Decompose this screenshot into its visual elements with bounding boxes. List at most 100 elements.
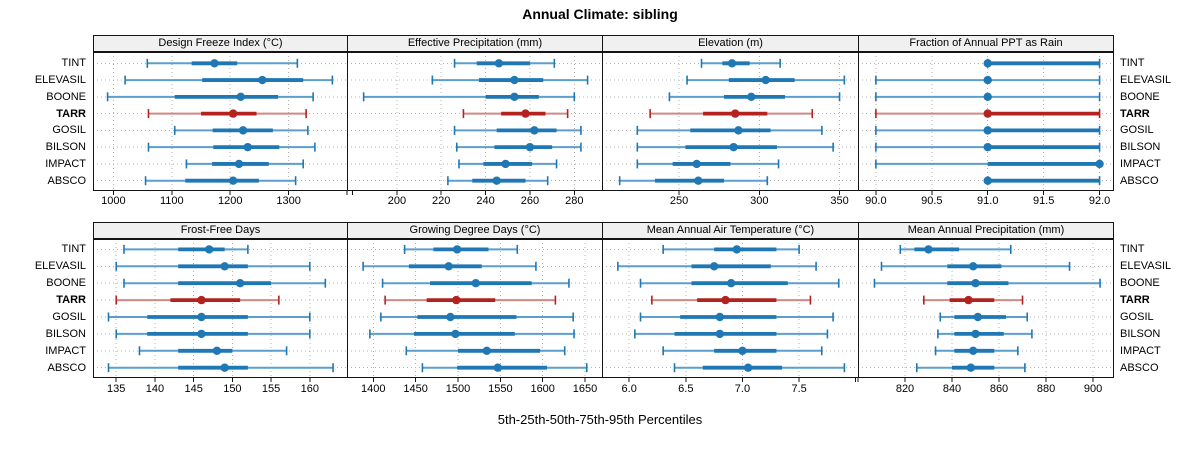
panel-border	[601, 238, 860, 379]
median-dot	[510, 92, 519, 102]
site-label-left-impact: IMPACT	[45, 344, 86, 357]
site-label-right-boone: BOONE	[1120, 90, 1160, 103]
median-dot	[238, 126, 248, 135]
x-tick-label: 280	[565, 195, 584, 207]
x-axis-caption: 5th-25th-50th-75th-95th Percentiles	[497, 412, 703, 427]
site-label-left-gosil: GOSIL	[52, 311, 86, 323]
panel-border	[92, 51, 349, 192]
median-dot	[452, 245, 462, 254]
median-dot	[197, 329, 206, 339]
median-dot	[212, 346, 222, 355]
panel-border	[346, 238, 604, 379]
median-dot	[747, 92, 756, 102]
median-dot	[493, 363, 502, 372]
median-dot	[236, 92, 245, 102]
median-dot	[924, 245, 933, 254]
panel-border	[92, 238, 349, 379]
x-tick-label: 350	[830, 195, 849, 207]
site-label-right-gosil: GOSIL	[1120, 311, 1154, 323]
site-label-left-tint: TINT	[61, 57, 86, 70]
panel-header: Mean Annual Precipitation (mm)	[858, 222, 1114, 239]
site-label-left-impact: IMPACT	[45, 157, 86, 170]
x-tick-label: 6.0	[621, 383, 637, 395]
median-dot	[968, 262, 978, 271]
panel-header: Growing Degree Days (°C)	[347, 222, 603, 239]
median-dot	[220, 262, 229, 271]
median-dot	[983, 126, 992, 135]
median-dot	[734, 126, 743, 135]
median-dot	[709, 262, 719, 271]
site-label-left-tarr: TARR	[56, 107, 86, 120]
median-dot	[743, 363, 753, 372]
median-dot	[715, 329, 725, 339]
site-label-right-bilson: BILSON	[1120, 327, 1161, 340]
site-label-right-tint: TINT	[1120, 243, 1145, 256]
site-label-right-elevasil: ELEVASIL	[1120, 74, 1172, 87]
panel-header: Frost-Free Days	[93, 222, 348, 239]
site-label-left-bilson: BILSON	[45, 327, 86, 340]
panel-header: Design Freeze Index (°C)	[93, 35, 348, 52]
median-dot	[501, 159, 510, 169]
site-label-right-tarr: TARR	[1120, 107, 1150, 120]
panel-header: Mean Annual Air Temperature (°C)	[602, 222, 859, 239]
median-dot	[235, 279, 245, 288]
x-tick-label: 90.5	[921, 195, 943, 207]
site-label-left-gosil: GOSIL	[52, 124, 86, 137]
median-dot	[729, 142, 738, 152]
median-dot	[983, 75, 992, 85]
median-dot	[197, 312, 206, 322]
median-dot	[964, 295, 973, 305]
median-dot	[732, 245, 741, 254]
x-tick-label: 1200	[217, 195, 243, 207]
x-tick-label: 92.0	[1088, 195, 1111, 207]
median-dot	[983, 109, 992, 118]
x-tick-label: 6.5	[678, 383, 694, 395]
median-dot	[971, 329, 980, 339]
site-label-left-bilson: BILSON	[45, 141, 86, 154]
panel-border	[601, 51, 860, 192]
median-dot	[761, 75, 770, 85]
median-dot	[204, 245, 214, 254]
site-label-right-absco: ABSCO	[1120, 174, 1159, 187]
median-dot	[210, 59, 219, 68]
x-tick-label: 1600	[530, 383, 555, 395]
median-dot	[220, 363, 229, 372]
median-dot	[731, 109, 740, 118]
panel-border	[857, 51, 1115, 192]
median-dot	[494, 59, 504, 68]
x-tick-label: 1550	[488, 383, 513, 395]
x-tick-label: 1000	[101, 195, 126, 207]
site-label-left-elevasil: ELEVASIL	[34, 260, 86, 273]
panel-border	[346, 51, 604, 192]
site-label-right-impact: IMPACT	[1120, 157, 1161, 170]
x-tick-label: 145	[184, 383, 203, 395]
median-dot	[451, 329, 460, 339]
x-tick-label: 820	[895, 383, 915, 395]
median-dot	[525, 142, 535, 152]
x-tick-label: 1400	[361, 383, 386, 395]
x-tick-label: 155	[261, 383, 281, 395]
x-tick-label: 91.5	[1032, 195, 1055, 207]
panel-border	[857, 238, 1115, 379]
median-dot	[492, 176, 501, 185]
median-dot	[983, 176, 992, 185]
median-dot	[721, 295, 730, 305]
median-dot	[738, 346, 747, 355]
site-label-right-impact: IMPACT	[1120, 344, 1161, 357]
site-label-right-elevasil: ELEVASIL	[1120, 260, 1172, 273]
x-tick-label: 160	[300, 383, 320, 395]
median-dot	[968, 346, 978, 355]
x-tick-label: 150	[223, 383, 242, 395]
median-dot	[530, 126, 539, 135]
median-dot	[228, 176, 238, 185]
median-dot	[1095, 159, 1104, 169]
x-tick-label: 7.5	[791, 383, 807, 395]
x-tick-label: 135	[107, 383, 126, 395]
site-label-left-tarr: TARR	[56, 294, 86, 307]
median-dot	[966, 363, 976, 372]
x-tick-label: 1450	[403, 383, 428, 395]
x-tick-label: 1500	[445, 383, 471, 395]
median-dot	[446, 312, 455, 322]
median-dot	[727, 59, 737, 68]
site-label-right-tarr: TARR	[1120, 294, 1150, 307]
